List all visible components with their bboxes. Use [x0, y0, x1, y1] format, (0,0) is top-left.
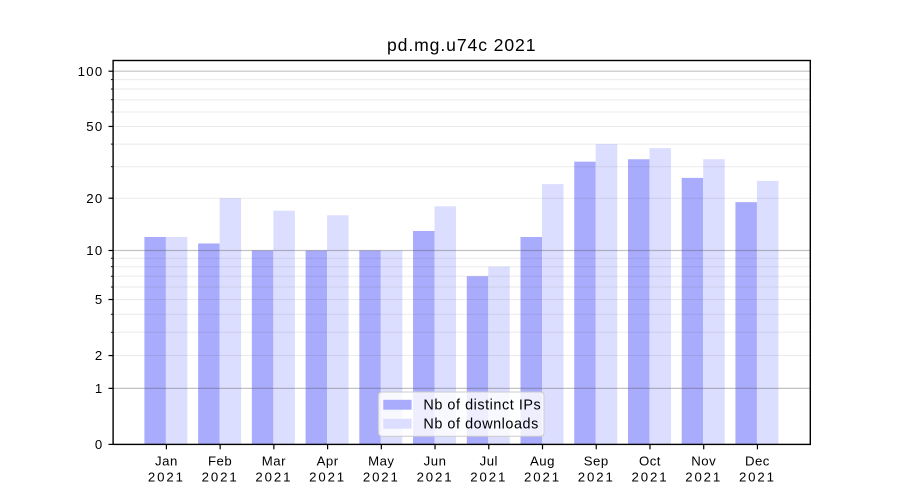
svg-text:2021: 2021 — [578, 470, 615, 485]
svg-text:Nb of downloads: Nb of downloads — [423, 417, 538, 433]
svg-text:2021: 2021 — [524, 470, 561, 485]
svg-text:2021: 2021 — [685, 470, 722, 485]
svg-text:Sep: Sep — [584, 454, 609, 469]
svg-text:pd.mg.u74c 2021: pd.mg.u74c 2021 — [387, 35, 536, 55]
svg-text:2021: 2021 — [739, 470, 776, 485]
svg-text:Jul: Jul — [480, 454, 498, 469]
svg-text:20: 20 — [86, 191, 103, 206]
svg-text:May: May — [368, 454, 394, 469]
svg-text:50: 50 — [86, 119, 103, 134]
svg-text:Apr: Apr — [317, 454, 339, 469]
svg-text:2021: 2021 — [255, 470, 292, 485]
svg-text:2021: 2021 — [363, 470, 400, 485]
svg-text:2021: 2021 — [470, 470, 507, 485]
svg-text:0: 0 — [95, 437, 104, 452]
svg-text:Oct: Oct — [639, 454, 661, 469]
svg-text:Nov: Nov — [691, 454, 716, 469]
svg-text:Dec: Dec — [745, 454, 770, 469]
svg-text:2021: 2021 — [632, 470, 669, 485]
svg-text:Jun: Jun — [424, 454, 447, 469]
svg-text:2021: 2021 — [148, 470, 185, 485]
svg-text:Nb of distinct IPs: Nb of distinct IPs — [423, 398, 541, 414]
svg-text:10: 10 — [86, 243, 103, 258]
svg-text:Jan: Jan — [155, 454, 178, 469]
svg-text:2021: 2021 — [309, 470, 346, 485]
svg-text:2021: 2021 — [202, 470, 239, 485]
svg-text:Aug: Aug — [530, 454, 555, 469]
svg-text:2: 2 — [95, 348, 104, 363]
svg-text:Mar: Mar — [262, 454, 286, 469]
svg-text:100: 100 — [78, 64, 104, 79]
svg-text:Feb: Feb — [208, 454, 232, 469]
svg-text:2021: 2021 — [417, 470, 454, 485]
svg-text:1: 1 — [95, 381, 104, 396]
svg-text:5: 5 — [95, 292, 104, 307]
